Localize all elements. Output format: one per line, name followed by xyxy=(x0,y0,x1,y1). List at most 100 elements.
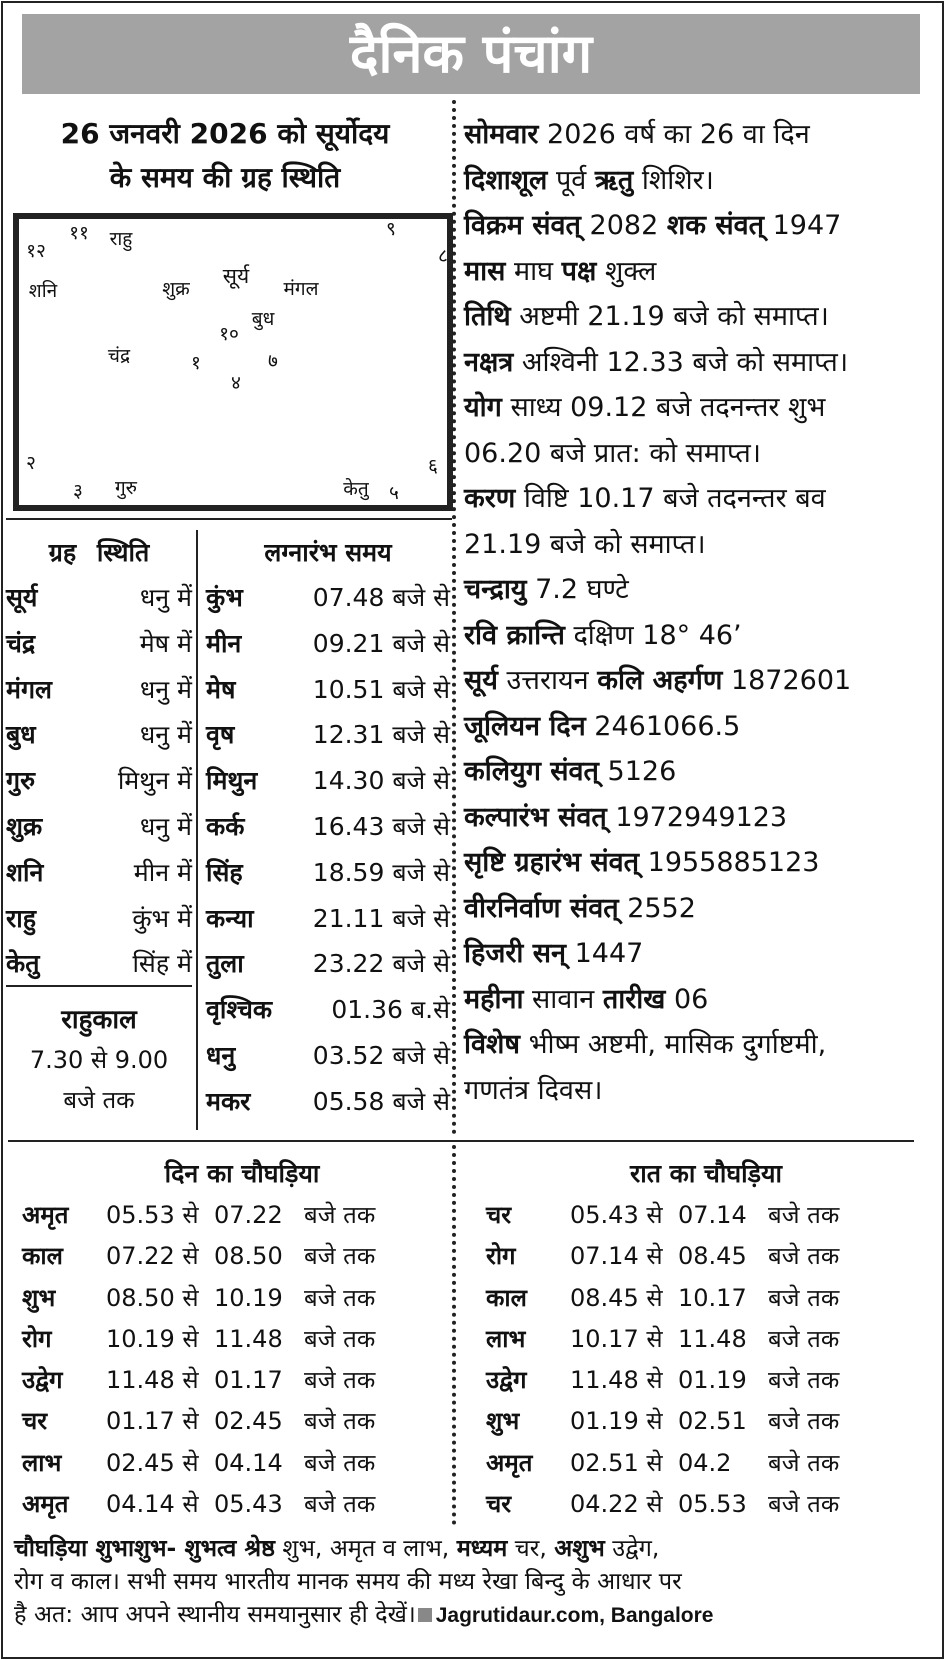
choghadiya-name: काल xyxy=(22,1242,63,1271)
lagna-time: 10.51 बजे से xyxy=(312,674,450,704)
footer-bold: चौघड़िया शुभाशुभ- शुभत्व श्रेष्ठ xyxy=(14,1534,275,1562)
detail-label: मास xyxy=(464,255,506,287)
detail-label: दिशाशूल xyxy=(464,164,548,196)
lagna-name: तुला xyxy=(206,949,244,979)
choghadiya-row: अमृत 04.14 से 05.43 बजे तक xyxy=(22,1484,462,1525)
choghadiya-end: 01.19 xyxy=(678,1366,747,1395)
choghadiya-start: 11.48 से xyxy=(106,1366,199,1395)
choghadiya-end: 02.51 xyxy=(678,1407,747,1436)
detail-value: उत्तरायन xyxy=(497,665,598,696)
planet-name: चंद्र xyxy=(6,628,36,658)
detail-line: विक्रम संवत् 2082 शक संवत् 1947 xyxy=(464,203,942,249)
planet-name: बुध xyxy=(6,720,36,750)
lagna-row: मेष 10.51 बजे से xyxy=(206,667,450,713)
detail-value: गणतंत्र दिवस। xyxy=(464,1074,603,1106)
lagna-name: मेष xyxy=(206,674,236,704)
planet-row: गुरु मिथुन में xyxy=(6,758,192,804)
choghadiya-divider xyxy=(452,1145,456,1525)
rahukaal-suffix: बजे तक xyxy=(63,1086,135,1114)
detail-value: भीष्म अष्टमी, मासिक दुर्गाष्टमी, xyxy=(519,1029,827,1060)
choghadiya-start: 05.43 से xyxy=(570,1201,663,1229)
footer-bold: अशुभ xyxy=(554,1534,605,1562)
lagna-row: धनु 03.52 बजे से xyxy=(206,1033,450,1079)
lagna-row: वृष 12.31 बजे से xyxy=(206,712,450,758)
choghadiya-suffix: बजे तक xyxy=(304,1324,376,1353)
planet-label: केतु xyxy=(343,478,369,500)
planet-sign: मीन में xyxy=(133,857,192,887)
planet-sign: धनु में xyxy=(139,811,192,841)
choghadiya-row: लाभ 10.17 से 11.48 बजे तक xyxy=(486,1319,926,1360)
choghadiya-name: काल xyxy=(486,1283,527,1312)
choghadiya-start: 10.17 से xyxy=(570,1324,663,1353)
detail-label: तिथि xyxy=(464,301,511,332)
detail-value: 5126 xyxy=(598,756,677,787)
detail-value: 7.2 घण्टे xyxy=(526,574,629,605)
choghadiya-end: 05.53 xyxy=(678,1490,747,1519)
planet-row: शुक्र धनु में xyxy=(6,804,192,850)
planet-label: मंगल xyxy=(283,278,319,300)
lagna-time: 16.43 बजे से xyxy=(312,811,450,841)
planet-row: मंगल धनु में xyxy=(6,667,192,713)
day-choghadiya: दिन का चौघड़िया अमृत 05.53 से 07.22 बजे तक क… xyxy=(22,1153,462,1525)
detail-line: 06.20 बजे प्रात: को समाप्त। xyxy=(464,431,942,477)
choghadiya-row: चर 05.43 से 07.14 बजे तक xyxy=(486,1195,926,1236)
house-number: १२ xyxy=(26,240,46,262)
choghadiya-suffix: बजे तक xyxy=(304,1407,376,1436)
planet-name: गुरु xyxy=(6,766,36,796)
house-number: १ xyxy=(191,352,201,374)
choghadiya-row: रोग 10.19 से 11.48 बजे तक xyxy=(22,1319,462,1360)
panchang-details: सोमवार 2026 वर्ष का 26 वा दिन दिशाशूल पूर… xyxy=(464,112,942,1113)
choghadiya-row: काल 08.45 से 10.17 बजे तक xyxy=(486,1278,926,1319)
detail-value: सावान xyxy=(523,983,603,1015)
house-number: ७ xyxy=(268,350,278,372)
choghadiya-row: रोग 07.14 से 08.45 बजे तक xyxy=(486,1236,926,1277)
square-bullet-icon xyxy=(417,1608,432,1622)
lagna-time: 03.52 बजे से xyxy=(312,1040,450,1070)
lagna-time: 01.36 ब.से xyxy=(331,995,450,1025)
detail-label: जूलियन दिन xyxy=(464,710,586,742)
footer-text: है अत: आप अपने स्थानीय समयानुसार ही देखे… xyxy=(14,1600,416,1628)
footer-text: रोग व काल। सभी समय भारतीय मानक समय की मध… xyxy=(14,1567,682,1595)
detail-label: कलियुग संवत् xyxy=(464,756,599,787)
detail-line: करण विष्टि 10.17 बजे तदनन्तर बव xyxy=(464,476,942,522)
detail-label: सोमवार xyxy=(464,119,539,150)
planet-name: केतु xyxy=(6,949,40,979)
planet-position-table: ग्रह स्थिति सूर्य धनु में चंद्र मेष में मंगल… xyxy=(6,530,192,987)
detail-value: पूर्व xyxy=(547,164,595,196)
choghadiya-suffix: बजे तक xyxy=(304,1490,376,1519)
choghadiya-end: 04.14 xyxy=(214,1448,283,1477)
planet-name: मंगल xyxy=(6,674,52,704)
footer-text: चर, xyxy=(507,1534,555,1562)
rahukaal-title: राहुकाल xyxy=(61,1005,137,1035)
chart-heading-line: 26 जनवरी 2026 को सूर्योदय xyxy=(60,117,390,150)
lagna-row: सिंह 18.59 बजे से xyxy=(206,850,450,896)
detail-line: जूलियन दिन 2461066.5 xyxy=(464,704,942,750)
footer-text: उद्वेग, xyxy=(604,1534,660,1562)
lagna-name: मकर xyxy=(206,1086,251,1116)
lagna-time: 21.11 बजे से xyxy=(312,903,450,933)
choghadiya-row: लाभ 02.45 से 04.14 बजे तक xyxy=(22,1443,462,1484)
planet-name: राहु xyxy=(6,903,36,933)
detail-line: वीरनिर्वाण संवत् 2552 xyxy=(464,886,942,932)
chart-heading-line: के समय की ग्रह स्थिति xyxy=(109,161,341,194)
lagna-time: 18.59 बजे से xyxy=(312,857,450,887)
detail-line: विशेष भीष्म अष्टमी, मासिक दुर्गाष्टमी, xyxy=(464,1022,942,1068)
night-choghadiya: रात का चौघड़िया चर 05.43 से 07.14 बजे तक रोग… xyxy=(486,1153,926,1525)
detail-value: अष्टमी 21.19 बजे को समाप्त। xyxy=(510,301,829,332)
lagna-row: मिथुन 14.30 बजे से xyxy=(206,758,450,804)
detail-value: 06.20 बजे प्रात: को समाप्त। xyxy=(464,437,761,469)
lagna-time: 05.58 बजे से xyxy=(312,1086,450,1116)
rahukaal-time: 7.30 से 9.00 xyxy=(29,1046,169,1074)
detail-value: साध्य 09.12 बजे तदनन्तर शुभ xyxy=(501,392,826,423)
choghadiya-start: 02.51 से xyxy=(570,1448,663,1477)
chart-divider xyxy=(6,518,452,520)
lagna-row: तुला 23.22 बजे से xyxy=(206,941,450,987)
planet-label: चंद्र xyxy=(107,345,131,367)
choghadiya-start: 07.14 से xyxy=(570,1242,663,1271)
planet-row: सूर्य धनु में xyxy=(6,575,192,621)
choghadiya-start: 08.50 से xyxy=(106,1283,199,1312)
house-number: ३ xyxy=(73,480,83,502)
house-number: १० xyxy=(219,323,239,345)
lagna-table-header: लग्नारंभ समय xyxy=(264,538,392,567)
lagna-table: लग्नारंभ समय कुंभ 07.48 बजे से मीन 09.21 बज… xyxy=(206,530,450,1125)
